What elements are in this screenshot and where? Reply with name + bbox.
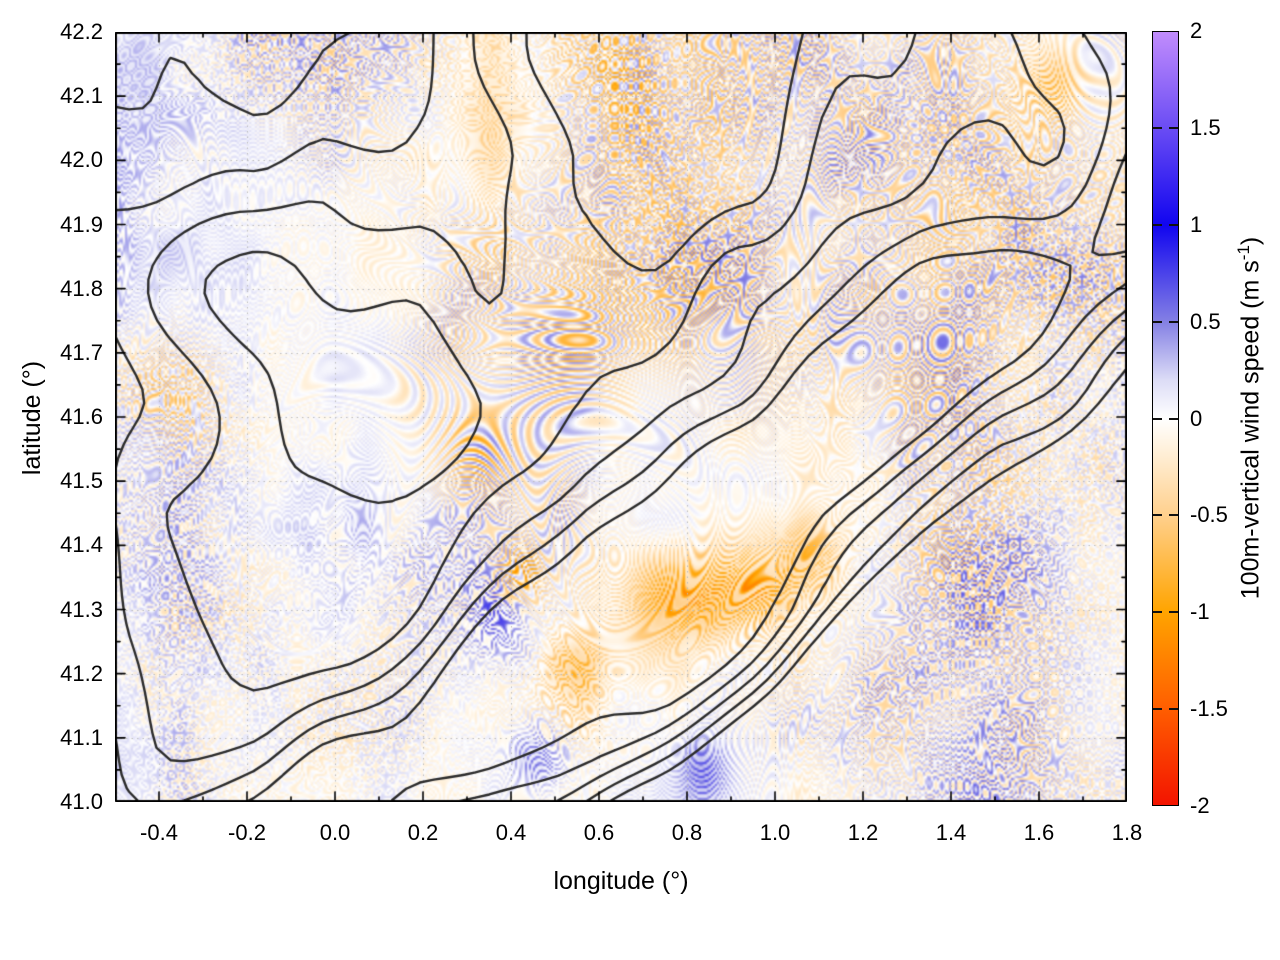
y-tick-label: 41.9: [60, 211, 103, 237]
colorbar-tick-label: 1: [1190, 211, 1203, 237]
y-tick-label: 41.7: [60, 339, 103, 365]
colorbar-tick-dash: [1153, 611, 1162, 614]
colorbar-tick-dash: [1153, 417, 1162, 420]
x-tick-label: -0.2: [228, 820, 266, 845]
colorbar-tick-label: -1.5: [1190, 696, 1228, 722]
colorbar-tick-dash: [1169, 320, 1178, 323]
y-tick-label: 41.8: [60, 275, 103, 301]
colorbar-tick-dash: [1169, 417, 1178, 420]
colorbar-tick-dash: [1169, 514, 1178, 517]
x-tick-label: 0.6: [583, 820, 615, 845]
colorbar-tick-label: 1.5: [1190, 114, 1221, 140]
x-tick-label: 1.6: [1023, 820, 1055, 845]
y-tick-label: 41.0: [60, 789, 103, 814]
colorbar-title: 100m-vertical wind speed (m s-1): [1234, 38, 1264, 798]
x-tick-label: 0.8: [671, 820, 703, 845]
colorbar-tick-dash: [1169, 126, 1178, 129]
colorbar-tick-label: 0.5: [1190, 308, 1221, 334]
colorbar-tick-dash: [1169, 708, 1178, 711]
y-tick-label: 41.5: [60, 468, 103, 494]
colorbar-tick-dash: [1153, 514, 1162, 517]
y-tick-label: 42.0: [60, 147, 103, 173]
x-tick-label: 0.0: [319, 820, 351, 845]
colorbar-tick-label: -0.5: [1190, 502, 1228, 528]
colorbar-title-text: 100m-vertical wind speed (m s: [1236, 260, 1265, 600]
colorbar-tick-label: 2: [1190, 18, 1203, 43]
x-tick-label: 1.4: [935, 820, 967, 845]
colorbar-tick-dash: [1153, 223, 1162, 226]
colorbar-tick-dash: [1153, 320, 1162, 323]
colorbar-tick-label: 0: [1190, 405, 1203, 431]
y-tick-label: 42.1: [60, 83, 103, 109]
y-tick-label: 41.3: [60, 596, 103, 622]
heatmap-canvas: [115, 32, 1127, 802]
x-tick-label: 1.0: [759, 820, 791, 845]
colorbar-tick-label: -2: [1190, 793, 1210, 818]
x-tick-label: 1.8: [1111, 820, 1143, 845]
y-tick-label: 41.4: [60, 532, 103, 558]
colorbar-tick-dash: [1153, 126, 1162, 129]
x-tick-label: -0.4: [140, 820, 178, 845]
x-tick-label: 0.4: [495, 820, 527, 845]
colorbar-title-superscript: -1: [1234, 245, 1253, 261]
colorbar-tick-dash: [1169, 611, 1178, 614]
y-tick-label: 42.2: [60, 19, 103, 44]
y-tick-label: 41.6: [60, 404, 103, 429]
colorbar-tick-label: -1: [1190, 599, 1210, 625]
y-tick-label: 41.2: [60, 660, 103, 686]
colorbar-tick-dash: [1169, 223, 1178, 226]
x-tick-label: 1.2: [847, 820, 879, 845]
x-tick-label: 0.2: [407, 820, 439, 845]
colorbar-tick-dash: [1153, 708, 1162, 711]
y-tick-label: 41.1: [60, 724, 103, 750]
colorbar-title-close: ): [1236, 236, 1265, 246]
x-axis-title: longitude (°): [553, 867, 689, 895]
